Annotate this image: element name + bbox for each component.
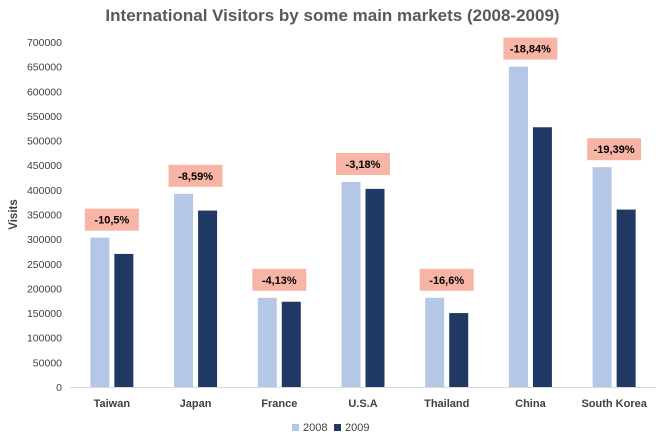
bar-2008-france [257,297,277,387]
change-annotation-label: -16,6% [429,275,464,287]
bar-2008-south-korea [592,167,612,387]
legend: 2008 2009 [292,422,369,434]
x-axis-labels: Taiwan Japan France U.S.A Thailand China South… [94,398,648,410]
y-tick-label: 500000 [27,136,62,148]
bars [90,66,636,388]
bar-2009-south-korea [616,209,636,387]
legend-label-2008: 2008 [303,422,327,434]
y-tick-label: 700000 [27,37,62,49]
change-annotation-box [252,268,307,291]
y-tick-label: 150000 [27,308,62,320]
change-annotation-label: -10,5% [94,215,129,227]
x-category-label: South Korea [581,398,647,410]
x-category-label: Thailand [424,398,469,410]
x-category-label: Japan [180,398,212,410]
change-annotation-box [84,208,139,231]
change-annotation-label: -3,18% [346,159,381,171]
y-tick-label: 650000 [27,62,62,74]
y-tick-label: 0 [56,382,62,394]
change-annotation-label: -19,39% [594,144,635,156]
bar-2009-japan [198,210,218,387]
bar-2008-china [508,66,528,388]
legend-swatch-2009 [334,424,341,431]
y-tick-label: 400000 [27,185,62,197]
change-annotation-label: -8,59% [178,171,213,183]
y-tick-label: 550000 [27,111,62,123]
bar-2008-taiwan [90,237,110,387]
change-annotation-box [419,268,474,291]
bar-2008-japan [174,193,194,387]
x-category-label: China [515,398,546,410]
x-category-label: France [261,398,297,410]
y-tick-label: 200000 [27,283,62,295]
y-axis-label: Visits [8,199,20,229]
x-category-label: Taiwan [94,398,131,410]
change-annotation-label: -4,13% [262,275,297,287]
bar-2008-u-s-a [341,181,361,387]
change-annotation-box [587,138,642,161]
legend-swatch-2008 [292,424,299,431]
y-tick-label: 100000 [27,333,62,345]
y-tick-label: 600000 [27,86,62,98]
bar-2009-france [281,301,301,387]
x-category-label: U.S.A [348,398,377,410]
change-annotation-box [336,152,390,175]
annotations: -10,5% -8,59% -4,13% -3,18% -16,6% -18,84% -19… [84,37,642,291]
change-annotation-label: -18,84% [510,44,551,56]
y-tick-label: 450000 [27,160,62,172]
change-annotation-box [168,164,223,187]
y-axis-ticks: 0 50000 100000 150000 200000 250000 300000 3500… [27,37,62,394]
y-tick-label: 300000 [27,234,62,246]
legend-label-2009: 2009 [345,422,369,434]
y-tick-label: 50000 [33,357,62,369]
bar-2009-u-s-a [365,188,385,387]
y-tick-label: 250000 [27,259,62,271]
bar-2009-thailand [449,313,469,387]
change-annotation-box [503,37,558,60]
bar-2008-thailand [425,297,445,387]
bar-2009-china [532,127,552,387]
bar-2009-taiwan [114,253,134,387]
chart-title: International Visitors by some main mark… [105,6,560,25]
y-tick-label: 350000 [27,210,62,222]
